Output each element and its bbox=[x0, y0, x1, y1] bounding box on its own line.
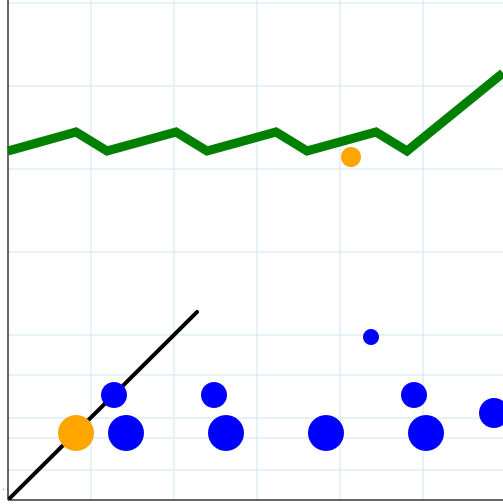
blue-ball-large[interactable] bbox=[308, 415, 344, 451]
black-ramp-line bbox=[8, 310, 199, 500]
orange-ball-large[interactable] bbox=[58, 415, 94, 451]
orange-ball-small[interactable] bbox=[341, 147, 361, 167]
corner-tick-mark: '' bbox=[2, 488, 10, 495]
blue-ball-medium[interactable] bbox=[201, 382, 227, 408]
blue-ball-small[interactable] bbox=[363, 329, 379, 345]
ball-layer[interactable] bbox=[58, 147, 503, 451]
blue-ball-medium[interactable] bbox=[101, 382, 127, 408]
blue-ball-large[interactable] bbox=[108, 415, 144, 451]
blue-ball-large[interactable] bbox=[208, 415, 244, 451]
blue-ball-large[interactable] bbox=[408, 415, 444, 451]
blue-ball-medium[interactable] bbox=[401, 382, 427, 408]
axis-layer bbox=[7, 0, 503, 501]
blue-ball-edge[interactable] bbox=[479, 398, 503, 428]
green-track-line bbox=[6, 69, 503, 157]
